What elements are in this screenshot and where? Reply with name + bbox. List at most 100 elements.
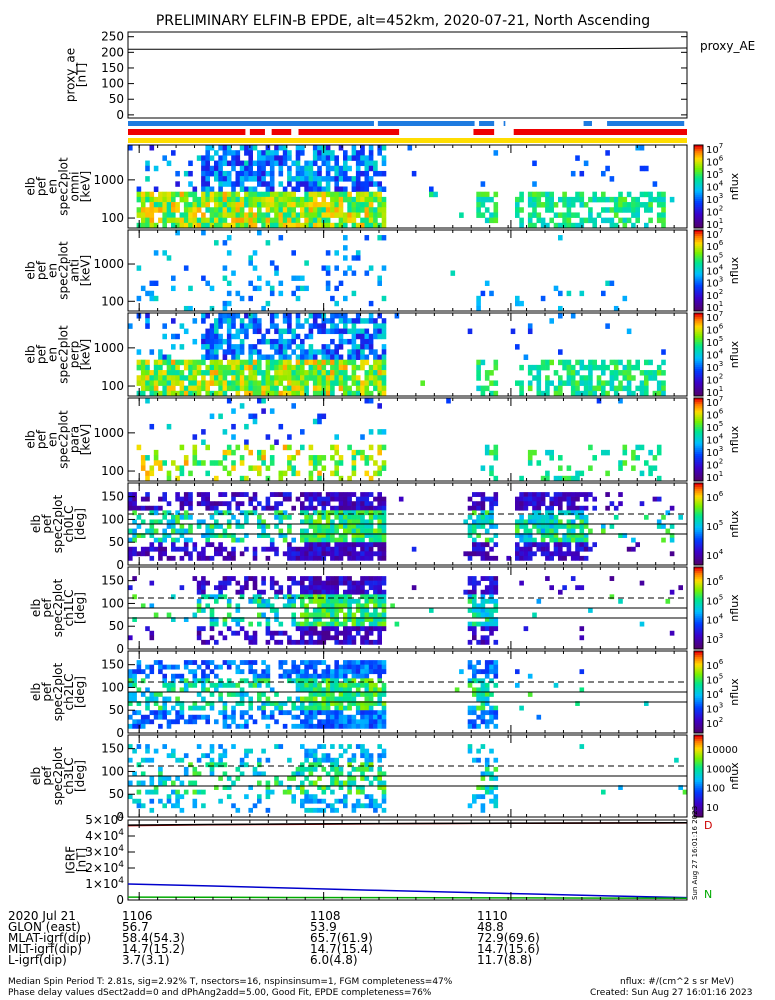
spectra-cell [179, 375, 185, 381]
colorbar-cell [694, 198, 703, 202]
spectra-cell [377, 275, 382, 281]
spectra-cell [295, 186, 301, 192]
pa-cell [325, 492, 331, 497]
pa-cell [300, 537, 305, 543]
pa-cell [472, 723, 477, 729]
pa-cell [321, 673, 327, 679]
pa-cell [235, 505, 241, 511]
spectra-cell [291, 212, 296, 218]
colorbar-cell [694, 335, 703, 339]
pa-cell [493, 585, 499, 591]
pa-cell [523, 542, 529, 548]
pa-cell [145, 546, 150, 552]
pa-cell [239, 585, 245, 591]
pa-cell [553, 533, 559, 538]
pa-cell [300, 696, 305, 702]
pa-cell [304, 594, 309, 600]
pa-cell [489, 501, 494, 507]
pa-cell [252, 555, 258, 561]
pa-cell [472, 710, 477, 716]
pa-cell [566, 524, 572, 529]
pa-cell [347, 546, 352, 552]
pa-cell [205, 664, 210, 670]
spectra-cell [558, 290, 563, 297]
pa-cell [377, 630, 382, 636]
spectra-cell [364, 390, 370, 397]
panel-frame [127, 566, 688, 650]
spectra-cell [489, 212, 494, 218]
pa-cell [480, 598, 486, 604]
spectra-cell [338, 328, 344, 335]
pa-cell [244, 546, 249, 552]
spectra-cell [257, 150, 262, 156]
pa-cell [347, 501, 352, 507]
pa-cell [347, 598, 352, 604]
pa-cell [467, 660, 473, 665]
spectra-cell [347, 202, 352, 208]
colorbar-label: nflux [728, 340, 741, 368]
pa-cell [519, 546, 524, 552]
spectra-cell [269, 202, 275, 208]
pa-cell [261, 589, 266, 595]
pa-cell [476, 714, 481, 720]
colorbar-cell [694, 260, 703, 263]
spectra-cell [274, 222, 279, 229]
pa-cell [196, 501, 202, 507]
spectra-cell [334, 186, 339, 192]
pa-cell [381, 576, 387, 581]
spectra-cell [304, 170, 309, 177]
spectra-cell [588, 359, 593, 366]
pa-cell [583, 524, 589, 529]
spectra-cell [613, 222, 619, 229]
pa-cell [278, 660, 284, 665]
pa-ylabel-line: ch1LC [62, 590, 76, 627]
pa-cell [480, 589, 486, 595]
spectra-ylabel-line: en [46, 179, 60, 194]
pa-cell [308, 585, 314, 591]
pa-cell [317, 603, 322, 609]
spectra-cell [317, 323, 322, 329]
pa-cell [317, 673, 322, 679]
spectra-cell [201, 380, 206, 386]
spectra-cell [308, 354, 314, 360]
pa-cell [532, 501, 537, 507]
pa-cell [553, 682, 559, 688]
pa-cell [308, 723, 314, 729]
pa-cell [476, 580, 481, 586]
pa-cell [214, 719, 219, 725]
pa-cell [171, 719, 176, 725]
spectra-cell [304, 191, 309, 198]
spectra-cell [235, 170, 241, 177]
colorbar-cell [694, 491, 703, 494]
spectra-cell [269, 290, 275, 297]
spectra-cell [373, 207, 378, 213]
colorbar-cell [694, 381, 703, 385]
spectra-cell [317, 455, 322, 461]
spectra-cell [209, 212, 215, 218]
pa-cell [209, 594, 215, 600]
pa-cell [304, 496, 309, 502]
pa-cell [338, 555, 344, 561]
spectra-cell [321, 413, 327, 420]
spectra-cell [226, 398, 232, 404]
spectra-cell [532, 160, 537, 167]
spectra-cell [355, 328, 361, 335]
pa-cell [351, 723, 357, 729]
pa-cell [373, 714, 378, 720]
spectra-cell [226, 202, 232, 208]
pa-cell [472, 705, 477, 711]
spectra-cell [140, 370, 146, 376]
pa-cell [330, 528, 335, 534]
spectra-cell [601, 380, 606, 386]
spectra-cell [351, 212, 357, 218]
pa-cell [222, 719, 228, 725]
pa-cell [218, 630, 223, 636]
spectra-cell [226, 444, 232, 451]
pa-cell [140, 771, 146, 777]
pa-cell [377, 514, 382, 520]
pa-cell [248, 660, 253, 665]
spectra-cell [368, 212, 374, 218]
spectra-cell [166, 354, 172, 360]
spectra-cell [269, 385, 275, 392]
